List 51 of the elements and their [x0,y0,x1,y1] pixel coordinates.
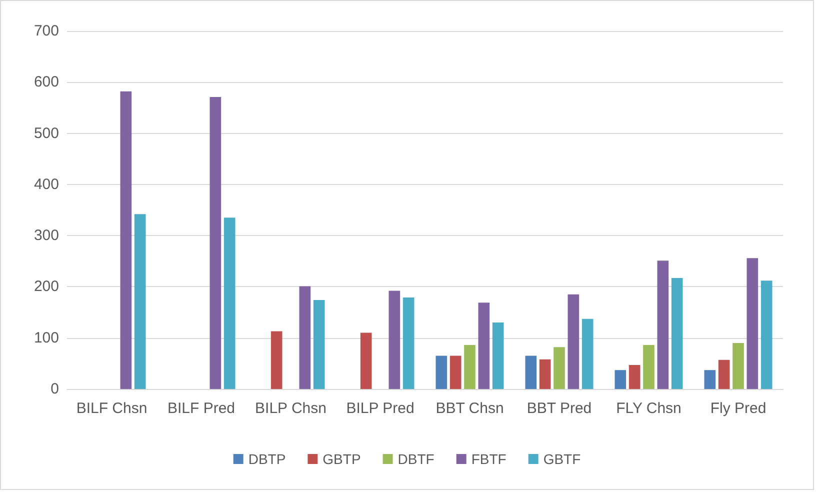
x-tick-label: BILF Pred [167,400,236,417]
bar [704,370,716,389]
bar [388,290,400,389]
bar [568,294,580,389]
bar [746,258,758,389]
bar [224,218,236,389]
bar [402,297,414,389]
bar [732,342,744,389]
y-tick-label: 500 [34,124,59,142]
bar [120,91,132,389]
x-tick-label: BILP Chsn [255,400,326,417]
bar [270,331,282,389]
bar [436,356,448,389]
legend-label: DBTF [398,451,434,467]
bar [643,345,654,389]
bar [718,360,730,389]
y-tick-label: 700 [34,22,59,40]
x-tick-label: FLY Chsn [616,400,682,417]
bar [554,347,565,389]
bar [760,280,772,389]
bar [671,278,683,389]
bar [299,286,311,389]
y-tick-label: 200 [34,278,59,296]
y-tick-label: 100 [34,329,59,346]
legend-label: DBTP [248,451,286,467]
bar [313,300,325,389]
y-tick-label: 0 [50,380,59,398]
bar [450,356,462,389]
bar [525,356,537,389]
bar [360,332,372,389]
y-tick-label: 600 [34,74,59,91]
x-tick-label: BBT Chsn [436,400,504,417]
x-tick-label: BILP Pred [346,400,414,417]
x-tick-label: BBT Pred [526,400,592,417]
legend-label: FBTF [471,451,506,467]
bar [657,260,669,389]
bar [628,364,640,389]
bar [210,96,222,389]
bar [539,359,551,389]
x-tick-label: BILF Chsn [76,400,148,417]
bar [134,214,146,389]
bar [478,302,490,389]
legend-label: GBTF [543,451,581,467]
y-tick-label: 400 [34,176,59,193]
bar [492,322,504,389]
y-tick-label: 300 [34,227,59,244]
x-tick-label: Fly Pred [710,400,766,417]
legend-label: GBTP [322,451,361,467]
bar [582,318,594,389]
bar [464,345,476,389]
bar [614,370,626,389]
